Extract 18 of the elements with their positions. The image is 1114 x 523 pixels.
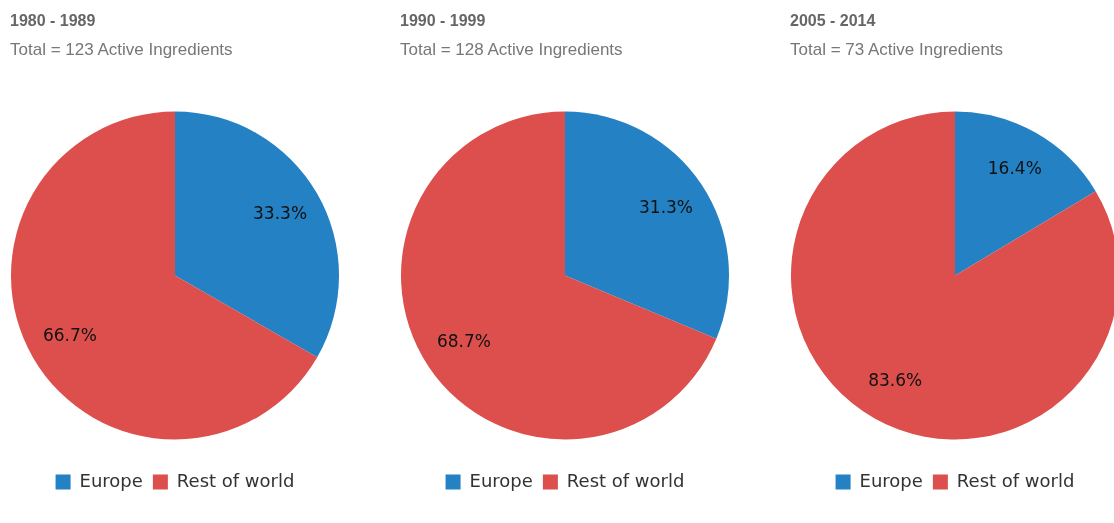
data-label: 16.4% <box>987 158 1042 179</box>
legend-label: Rest of world <box>566 469 685 491</box>
chart-subtitle: Total = 128 Active Ingredients <box>400 40 623 60</box>
legend-label: Rest of world <box>176 469 295 491</box>
data-label: 68.7% <box>436 331 491 352</box>
chart-title: 2005 - 2014 <box>790 12 876 30</box>
legend-label: Rest of world <box>956 469 1075 491</box>
chart-title: 1990 - 1999 <box>400 12 486 30</box>
data-label: 31.3% <box>639 196 694 217</box>
legend-label: Europe <box>79 469 143 491</box>
chart-subtitle: Total = 123 Active Ingredients <box>10 40 233 60</box>
legend-label: Europe <box>859 469 923 491</box>
data-label: 83.6% <box>868 369 923 390</box>
chart-subtitle: Total = 73 Active Ingredients <box>790 40 1004 60</box>
data-label: 33.3% <box>253 203 308 224</box>
data-label: 66.7% <box>42 324 97 345</box>
chart-title: 1980 - 1989 <box>10 12 96 30</box>
legend-label: Europe <box>469 469 533 491</box>
